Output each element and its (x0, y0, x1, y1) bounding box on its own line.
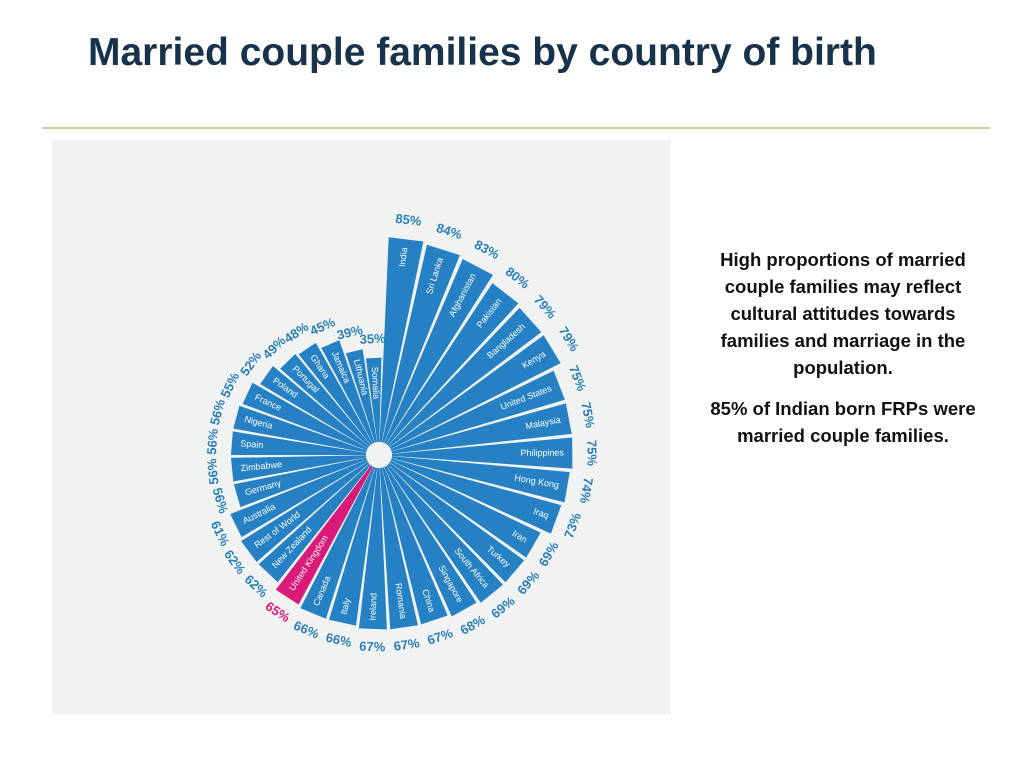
category-label-philippines: Philippines (520, 448, 564, 458)
title-divider (42, 127, 990, 129)
bar-united-states (390, 370, 565, 452)
bar-spain (230, 431, 367, 456)
value-label-turkey: 69% (514, 568, 543, 598)
bar-jamaica (321, 340, 375, 444)
value-label-afghanistan: 83% (472, 237, 502, 263)
value-label-bangladesh: 79% (531, 292, 560, 322)
bar-italy (329, 467, 378, 626)
value-label-nigeria: 56% (207, 397, 228, 426)
category-label-italy: Italy (339, 597, 352, 616)
category-label-somalia: Somalia (370, 366, 382, 399)
bar-china (382, 466, 448, 625)
bar-philippines (391, 437, 573, 469)
side-note: High proportions of married couple famil… (700, 246, 986, 463)
bar-new-zealand (258, 463, 371, 583)
bar-poland (260, 365, 370, 449)
value-label-iran: 69% (536, 539, 562, 569)
slide-title: Married couple families by country of bi… (88, 31, 877, 74)
bar-nigeria (233, 405, 367, 453)
value-label-jamaica: 45% (308, 314, 338, 338)
bar-singapore (384, 465, 477, 617)
chart-center (366, 442, 392, 468)
bar-zimbabwe (230, 455, 367, 482)
value-label-philippines: 75% (584, 440, 599, 467)
value-label-somalia: 35% (359, 330, 386, 346)
value-label-hong-kong: 74% (577, 476, 596, 505)
value-label-france: 55% (218, 370, 243, 400)
category-label-zimbabwe: Zimbabwe (240, 459, 282, 473)
bar-lithuania (345, 349, 378, 443)
value-label-india: 85% (395, 211, 423, 229)
value-label-zimbabwe: 56% (204, 458, 222, 486)
value-label-iraq: 73% (561, 510, 584, 540)
bar-romania (379, 467, 418, 630)
bar-hong-kong (391, 456, 570, 503)
value-label-ghana: 48% (281, 319, 311, 346)
value-label-romania: 67% (393, 635, 421, 654)
bar-india (379, 237, 424, 443)
value-label-kenya: 79% (556, 324, 583, 354)
bar-australia (230, 459, 368, 538)
value-label-new-zealand: 62% (242, 572, 272, 601)
bar-bangladesh (387, 307, 542, 448)
value-label-ireland: 67% (359, 638, 386, 654)
note-paragraph-1: High proportions of married couple famil… (720, 249, 966, 378)
value-label-spain: 56% (204, 428, 221, 456)
bar-portugal (280, 354, 371, 447)
category-label-iraq: Iraq (532, 506, 550, 521)
note-paragraph-2: 85% of Indian born FRPs were married cou… (710, 398, 976, 446)
value-label-sri-lanka: 84% (435, 220, 465, 242)
value-label-pakistan: 80% (503, 264, 533, 292)
bar-somalia (365, 357, 382, 443)
category-label-spain: Spain (240, 438, 264, 450)
radial-bar-chart: India 85% Sri Lanka 84% Afghanistan 83% Pakist… (52, 140, 671, 715)
bar-malaysia (391, 403, 572, 454)
value-label-australia: 61% (208, 518, 233, 548)
bar-rest-of-world (241, 461, 370, 562)
bar-afghanistan (384, 258, 493, 445)
bar-kenya (389, 335, 561, 450)
value-label-united-states: 75% (566, 363, 590, 393)
bar-united-kingdom (275, 465, 373, 605)
value-label-canada: 66% (292, 618, 322, 642)
bar-iran (389, 460, 541, 558)
value-label-south-africa: 69% (488, 593, 518, 621)
value-label-lithuania: 39% (335, 322, 364, 343)
bar-france (242, 382, 368, 451)
bar-pakistan (386, 283, 519, 446)
bar-germany (233, 457, 367, 508)
bar-canada (300, 466, 375, 619)
category-label-ireland: Ireland (368, 593, 379, 621)
value-label-germany: 56% (210, 486, 232, 516)
bar-ireland (358, 467, 387, 630)
bar-ghana (298, 342, 373, 445)
value-label-china: 67% (425, 625, 455, 648)
bar-south-africa (386, 464, 504, 603)
bar-sri-lanka (381, 244, 460, 443)
value-label-malaysia: 75% (578, 401, 598, 430)
bar-turkey (388, 462, 525, 583)
value-label-united-kingdom: 65% (263, 598, 293, 625)
value-label-italy: 66% (324, 630, 353, 650)
category-label-india: India (397, 247, 409, 268)
bar-iraq (390, 458, 562, 534)
value-label-singapore: 68% (458, 612, 488, 638)
value-label-rest-of-world: 62% (221, 547, 249, 577)
